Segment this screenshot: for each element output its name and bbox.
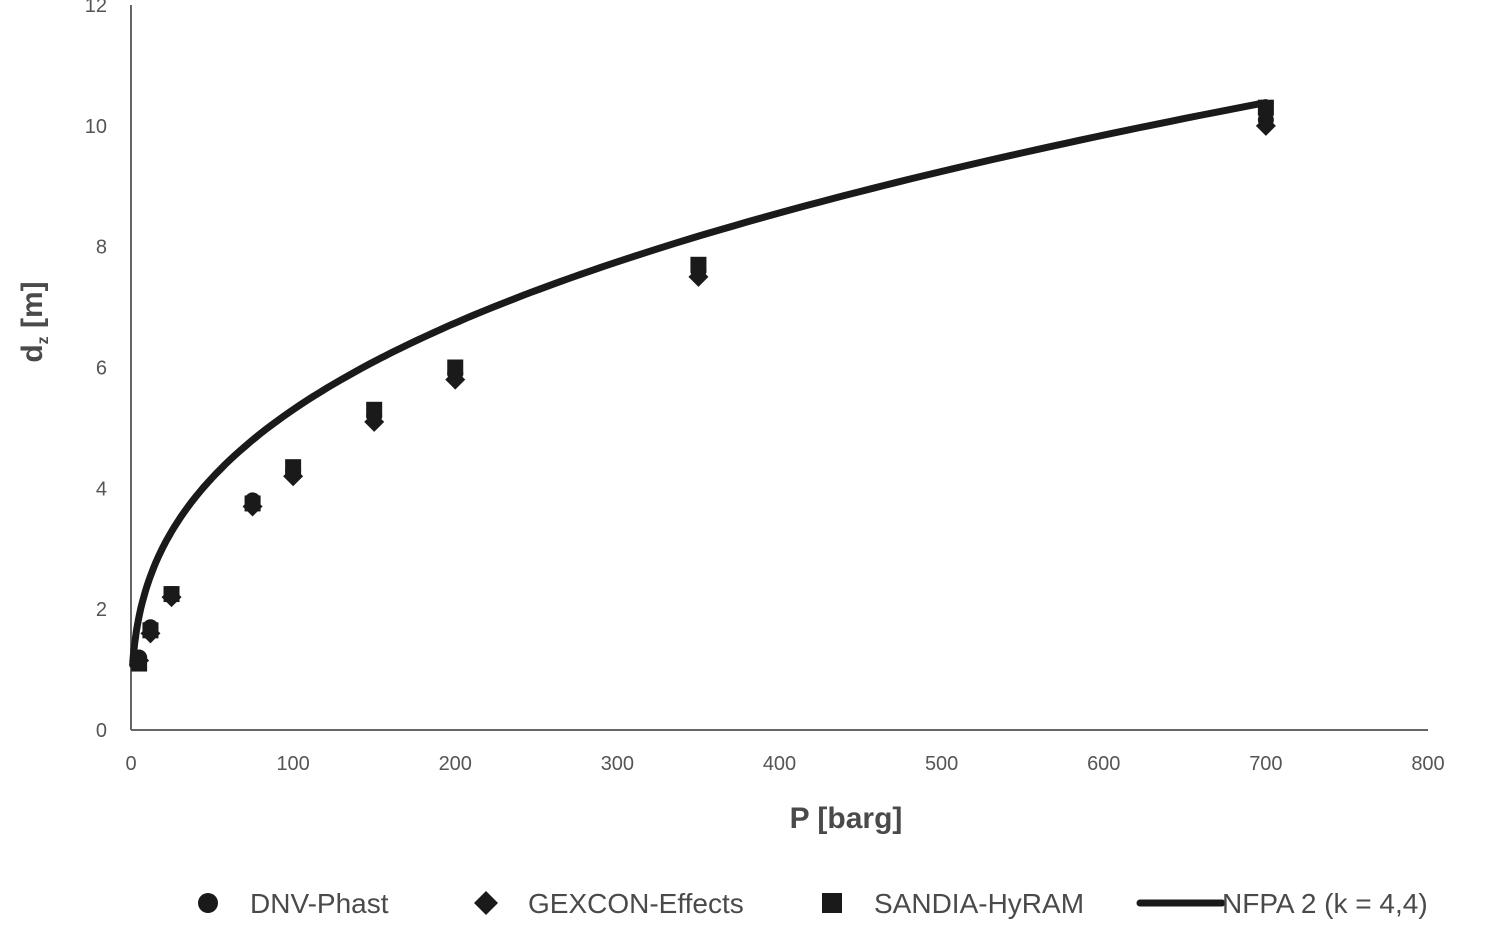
data-points-layer — [129, 99, 1276, 672]
y-tick-label: 10 — [85, 116, 107, 138]
y-tick-labels: 0 2 4 6 8 10 12 — [85, 0, 107, 742]
axes — [130, 5, 1428, 731]
x-tick-label: 600 — [1087, 753, 1120, 775]
sandia-hyram-point — [1257, 99, 1274, 116]
legend-diamond-marker — [474, 891, 498, 915]
sandia-hyram-point — [131, 655, 148, 672]
sandia-hyram-point — [447, 359, 464, 376]
legend-label-gexcon-effects: GEXCON-Effects — [528, 888, 744, 919]
x-tick-label: 200 — [439, 753, 472, 775]
sandia-hyram-point — [285, 459, 302, 476]
x-tick-label: 700 — [1249, 753, 1282, 775]
sandia-hyram-point — [244, 495, 261, 512]
sandia-hyram-point — [690, 256, 707, 273]
legend-item-dnv-phast: DNV-Phast — [198, 888, 389, 919]
legend-item-nfpa2: NFPA 2 (k = 4,4) — [1136, 888, 1428, 919]
y-tick-label: 12 — [85, 0, 107, 17]
nfpa2-curve — [129, 99, 1270, 669]
y-tick-label: 2 — [96, 599, 107, 621]
legend-label-nfpa2: NFPA 2 (k = 4,4) — [1222, 888, 1428, 919]
x-tick-label: 100 — [276, 753, 309, 775]
y-tick-label: 0 — [96, 720, 107, 742]
legend-label-sandia-hyram: SANDIA-HyRAM — [874, 888, 1084, 919]
legend-label-dnv-phast: DNV-Phast — [250, 888, 389, 919]
x-tick-label: 500 — [925, 753, 958, 775]
y-axis-title-unit: [m] — [16, 281, 49, 336]
x-axis-title: P [barg] — [790, 802, 903, 835]
legend-circle-marker — [198, 893, 218, 913]
legend-item-sandia-hyram: SANDIA-HyRAM — [822, 888, 1084, 919]
sandia-hyram-point — [142, 622, 159, 639]
legend: DNV-Phast GEXCON-Effects SANDIA-HyRAM NF… — [198, 888, 1428, 919]
y-tick-label: 8 — [96, 237, 107, 259]
y-axis-title: dz [m] — [16, 281, 52, 362]
x-tick-label: 400 — [763, 753, 796, 775]
sandia-hyram-point — [366, 401, 383, 418]
y-tick-label: 4 — [96, 478, 107, 500]
legend-square-marker — [822, 893, 842, 913]
nfpa-curve-layer — [129, 99, 1270, 669]
x-tick-label: 0 — [125, 753, 136, 775]
x-tick-label: 800 — [1411, 753, 1444, 775]
x-tick-labels: 0 100 200 300 400 500 600 700 800 — [125, 753, 1444, 775]
legend-item-gexcon-effects: GEXCON-Effects — [474, 888, 744, 919]
y-axis-title-sub: z — [35, 336, 52, 344]
x-tick-label: 300 — [601, 753, 634, 775]
gexcon-effects-point — [1255, 115, 1276, 136]
y-axis-title-main: d — [16, 344, 49, 362]
sandia-hyram-point — [163, 586, 180, 603]
y-tick-label: 6 — [96, 358, 107, 380]
